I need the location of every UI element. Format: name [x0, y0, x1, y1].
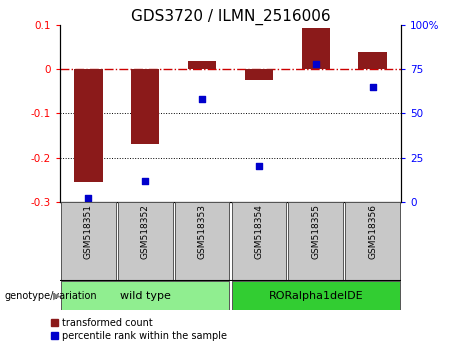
Bar — [188, 61, 216, 69]
Point — [312, 61, 319, 67]
Bar — [61, 281, 230, 310]
Text: GSM518355: GSM518355 — [311, 204, 320, 259]
Text: RORalpha1delDE: RORalpha1delDE — [268, 291, 363, 301]
Text: GSM518352: GSM518352 — [141, 204, 150, 259]
Text: GSM518354: GSM518354 — [254, 204, 263, 259]
Text: genotype/variation: genotype/variation — [5, 291, 97, 301]
Title: GDS3720 / ILMN_2516006: GDS3720 / ILMN_2516006 — [130, 8, 331, 25]
Point — [85, 195, 92, 201]
Text: ▶: ▶ — [53, 291, 60, 301]
Point — [198, 96, 206, 102]
Text: GSM518353: GSM518353 — [198, 204, 207, 259]
Legend: transformed count, percentile rank within the sample: transformed count, percentile rank withi… — [51, 318, 227, 341]
Bar — [231, 281, 400, 310]
Bar — [245, 69, 273, 80]
Bar — [131, 69, 160, 144]
Bar — [74, 69, 102, 182]
Point — [142, 178, 149, 183]
Bar — [175, 202, 230, 281]
Bar — [231, 202, 286, 281]
Bar — [61, 202, 116, 281]
Point — [255, 164, 263, 169]
Bar — [358, 52, 387, 69]
Point — [369, 84, 376, 90]
Bar — [289, 202, 343, 281]
Bar — [118, 202, 172, 281]
Bar — [345, 202, 400, 281]
Text: GSM518356: GSM518356 — [368, 204, 377, 259]
Bar — [301, 28, 330, 69]
Text: GSM518351: GSM518351 — [84, 204, 93, 259]
Text: wild type: wild type — [120, 291, 171, 301]
